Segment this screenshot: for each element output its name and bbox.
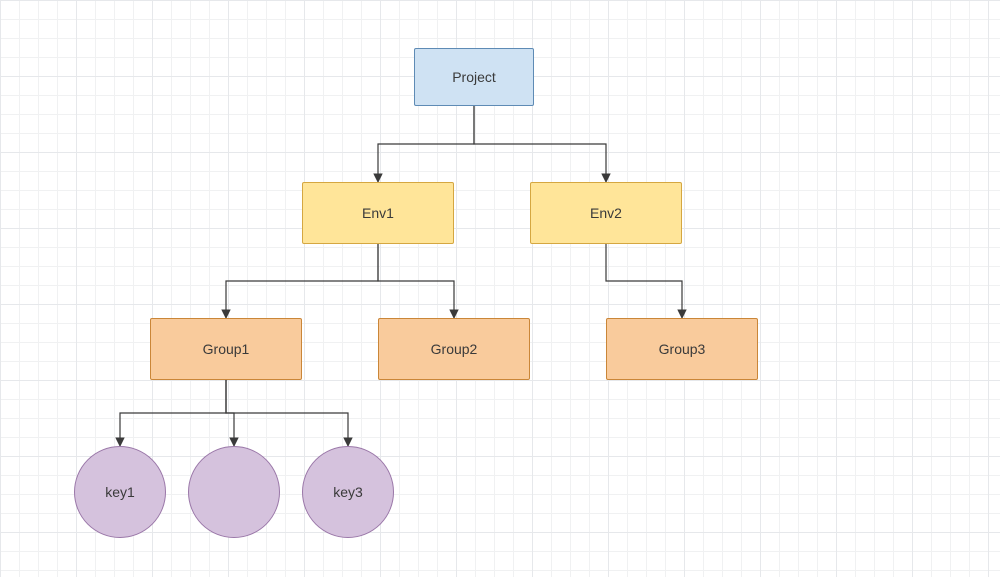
node-key1: key1 (74, 446, 166, 538)
node-group3: Group3 (606, 318, 758, 380)
node-group2-label: Group2 (431, 341, 478, 357)
node-group2: Group2 (378, 318, 530, 380)
node-env2-label: Env2 (590, 205, 622, 221)
node-group1-label: Group1 (203, 341, 250, 357)
node-key3: key3 (302, 446, 394, 538)
node-group1: Group1 (150, 318, 302, 380)
node-key3-label: key3 (333, 484, 363, 500)
node-env1: Env1 (302, 182, 454, 244)
node-project-label: Project (452, 69, 496, 85)
node-group3-label: Group3 (659, 341, 706, 357)
node-key1-label: key1 (105, 484, 135, 500)
diagram-canvas: Project Env1 Env2 Group1 Group2 Group3 k… (0, 0, 1000, 577)
node-key2blank (188, 446, 280, 538)
node-env1-label: Env1 (362, 205, 394, 221)
node-project: Project (414, 48, 534, 106)
node-env2: Env2 (530, 182, 682, 244)
